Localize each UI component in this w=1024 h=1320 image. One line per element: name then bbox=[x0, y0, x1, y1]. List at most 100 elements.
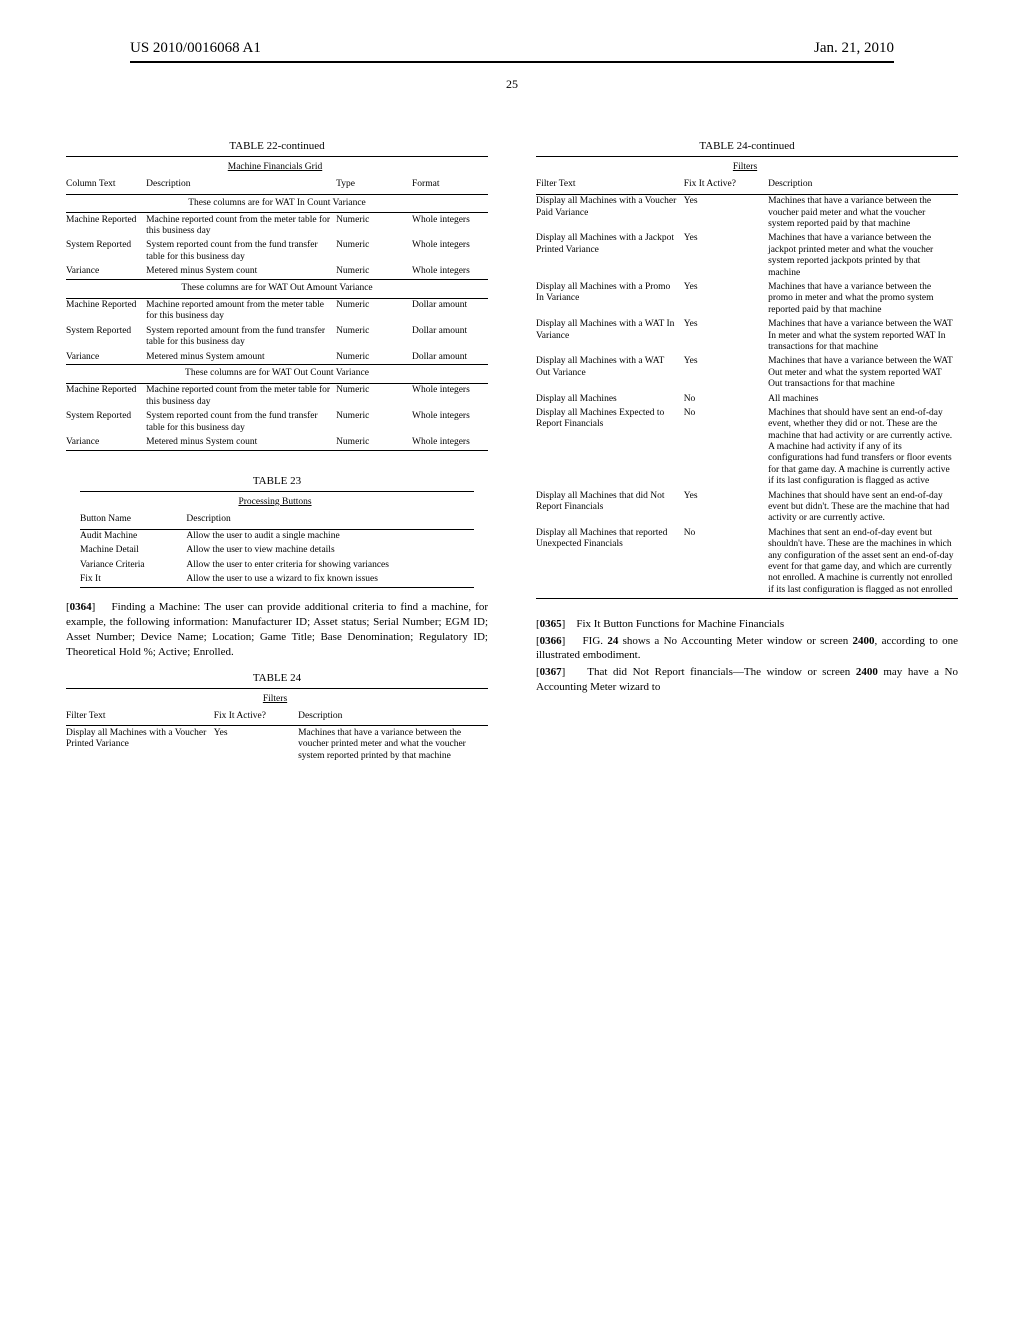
table-cell: System reported count from the fund tran… bbox=[146, 410, 336, 436]
table-cell: Machines that sent an end-of-day event b… bbox=[768, 526, 958, 598]
table-cell: Display all Machines with a Jackpot Prin… bbox=[536, 232, 684, 281]
table-cell: Machines that have a variance between th… bbox=[298, 726, 488, 764]
page-number: 25 bbox=[60, 77, 964, 92]
table-cell: Yes bbox=[214, 726, 298, 764]
table-24-right: Filters Filter Text Fix It Active? Descr… bbox=[536, 156, 958, 599]
table-22-subtitle: Machine Financials Grid bbox=[66, 157, 488, 177]
table-cell: Fix It bbox=[80, 573, 186, 588]
table-cell: Machines that have a variance between th… bbox=[768, 232, 958, 281]
table-header: Button Name bbox=[80, 511, 186, 529]
para-num: 0364 bbox=[70, 601, 92, 613]
page-header: US 2010/0016068 A1 Jan. 21, 2010 bbox=[60, 40, 964, 57]
table-22-title: TABLE 22-continued bbox=[66, 140, 488, 152]
table-row: System ReportedSystem reported count fro… bbox=[66, 410, 488, 436]
table-row: Display all MachinesNoAll machines bbox=[536, 392, 958, 406]
table-row: Machine ReportedMachine reported count f… bbox=[66, 383, 488, 409]
table-row: Variance CriteriaAllow the user to enter… bbox=[80, 558, 474, 572]
publication-date: Jan. 21, 2010 bbox=[814, 40, 894, 57]
table-cell: Numeric bbox=[336, 324, 412, 350]
table-cell: Machine Reported bbox=[66, 298, 146, 324]
table-cell: Machines that should have sent an end-of… bbox=[768, 489, 958, 526]
table-cell: Machine Reported bbox=[66, 383, 146, 409]
table-section-label: These columns are for WAT Out Count Vari… bbox=[66, 365, 488, 383]
table-cell: System reported amount from the fund tra… bbox=[146, 324, 336, 350]
table-row: VarianceMetered minus System countNumeri… bbox=[66, 435, 488, 450]
table-row: Fix ItAllow the user to use a wizard to … bbox=[80, 573, 474, 588]
table-cell: Machines that have a variance between th… bbox=[768, 318, 958, 355]
table-cell: Metered minus System count bbox=[146, 265, 336, 280]
table-cell: Machines that have a variance between th… bbox=[768, 355, 958, 392]
table-row: Display all Machines with a Voucher Prin… bbox=[66, 726, 488, 764]
para-num: 0365 bbox=[540, 618, 562, 630]
table-cell: Numeric bbox=[336, 265, 412, 280]
paragraph-0364: [0364] Finding a Machine: The user can p… bbox=[66, 600, 488, 659]
content-columns: TABLE 22-continued Machine Financials Gr… bbox=[60, 132, 964, 763]
table-cell: Numeric bbox=[336, 350, 412, 365]
table-cell: Machine Reported bbox=[66, 213, 146, 239]
table-24-left: Filters Filter Text Fix It Active? Descr… bbox=[66, 688, 488, 764]
table-cell: Display all Machines Expected to Report … bbox=[536, 406, 684, 489]
paragraph-0365: [0365] Fix It Button Functions for Machi… bbox=[536, 617, 958, 632]
table-section-row: These columns are for WAT Out Count Vari… bbox=[66, 365, 488, 383]
table-cell: Audit Machine bbox=[80, 529, 186, 544]
table-24-title: TABLE 24 bbox=[66, 672, 488, 684]
table-24-subtitle: Filters bbox=[536, 157, 958, 177]
table-cell: Yes bbox=[684, 489, 768, 526]
table-cell: Display all Machines bbox=[536, 392, 684, 406]
table-cell: Yes bbox=[684, 355, 768, 392]
table-cell: Machines that have a variance between th… bbox=[768, 194, 958, 232]
table-cell: Allow the user to audit a single machine bbox=[186, 529, 474, 544]
table-cell: Allow the user to enter criteria for sho… bbox=[186, 558, 474, 572]
table-cell: Display all Machines that reported Unexp… bbox=[536, 526, 684, 598]
table-row: System ReportedSystem reported count fro… bbox=[66, 239, 488, 265]
table-cell: Variance bbox=[66, 265, 146, 280]
table-cell: Dollar amount bbox=[412, 324, 488, 350]
table-cell: Display all Machines with a Voucher Prin… bbox=[66, 726, 214, 764]
paragraph-0366: [0366] FIG. 24 shows a No Accounting Met… bbox=[536, 634, 958, 664]
table-24-subtitle: Filters bbox=[66, 688, 488, 708]
table-row: Display all Machines Expected to Report … bbox=[536, 406, 958, 489]
table-cell: Numeric bbox=[336, 239, 412, 265]
table-header: Fix It Active? bbox=[684, 176, 768, 194]
table-23-title: TABLE 23 bbox=[66, 475, 488, 487]
table-header: Description bbox=[768, 176, 958, 194]
table-cell: Display all Machines with a Voucher Paid… bbox=[536, 194, 684, 232]
table-cell: Whole integers bbox=[412, 213, 488, 239]
table-header: Filter Text bbox=[536, 176, 684, 194]
table-cell: System Reported bbox=[66, 410, 146, 436]
table-23-subtitle: Processing Buttons bbox=[80, 491, 474, 511]
table-cell: Whole integers bbox=[412, 383, 488, 409]
table-cell: No bbox=[684, 526, 768, 598]
table-cell: Numeric bbox=[336, 410, 412, 436]
table-row: Audit MachineAllow the user to audit a s… bbox=[80, 529, 474, 544]
para-text: Finding a Machine: The user can provide … bbox=[66, 601, 488, 658]
table-row: Display all Machines with a Voucher Paid… bbox=[536, 194, 958, 232]
table-cell: Display all Machines that did Not Report… bbox=[536, 489, 684, 526]
table-cell: System Reported bbox=[66, 239, 146, 265]
table-cell: System reported count from the fund tran… bbox=[146, 239, 336, 265]
table-cell: Allow the user to view machine details bbox=[186, 544, 474, 558]
table-cell: No bbox=[684, 406, 768, 489]
table-section-row: These columns are for WAT In Count Varia… bbox=[66, 194, 488, 212]
table-cell: Yes bbox=[684, 194, 768, 232]
table-row: VarianceMetered minus System countNumeri… bbox=[66, 265, 488, 280]
table-cell: Dollar amount bbox=[412, 298, 488, 324]
table-cell: Machine reported count from the meter ta… bbox=[146, 383, 336, 409]
table-header: Filter Text bbox=[66, 708, 214, 726]
table-header: Format bbox=[412, 176, 488, 194]
table-cell: Variance bbox=[66, 350, 146, 365]
table-section-label: These columns are for WAT Out Amount Var… bbox=[66, 280, 488, 298]
table-header: Description bbox=[146, 176, 336, 194]
para-num: 0367 bbox=[540, 666, 562, 678]
table-cell: No bbox=[684, 392, 768, 406]
table-24-cont-title: TABLE 24-continued bbox=[536, 140, 958, 152]
table-header: Description bbox=[298, 708, 488, 726]
table-row: Display all Machines with a WAT In Varia… bbox=[536, 318, 958, 355]
table-cell: Numeric bbox=[336, 213, 412, 239]
table-row: Display all Machines that reported Unexp… bbox=[536, 526, 958, 598]
table-header: Type bbox=[336, 176, 412, 194]
table-cell: Whole integers bbox=[412, 410, 488, 436]
table-cell: Whole integers bbox=[412, 239, 488, 265]
table-cell: Machine reported amount from the meter t… bbox=[146, 298, 336, 324]
table-cell: Machine reported count from the meter ta… bbox=[146, 213, 336, 239]
